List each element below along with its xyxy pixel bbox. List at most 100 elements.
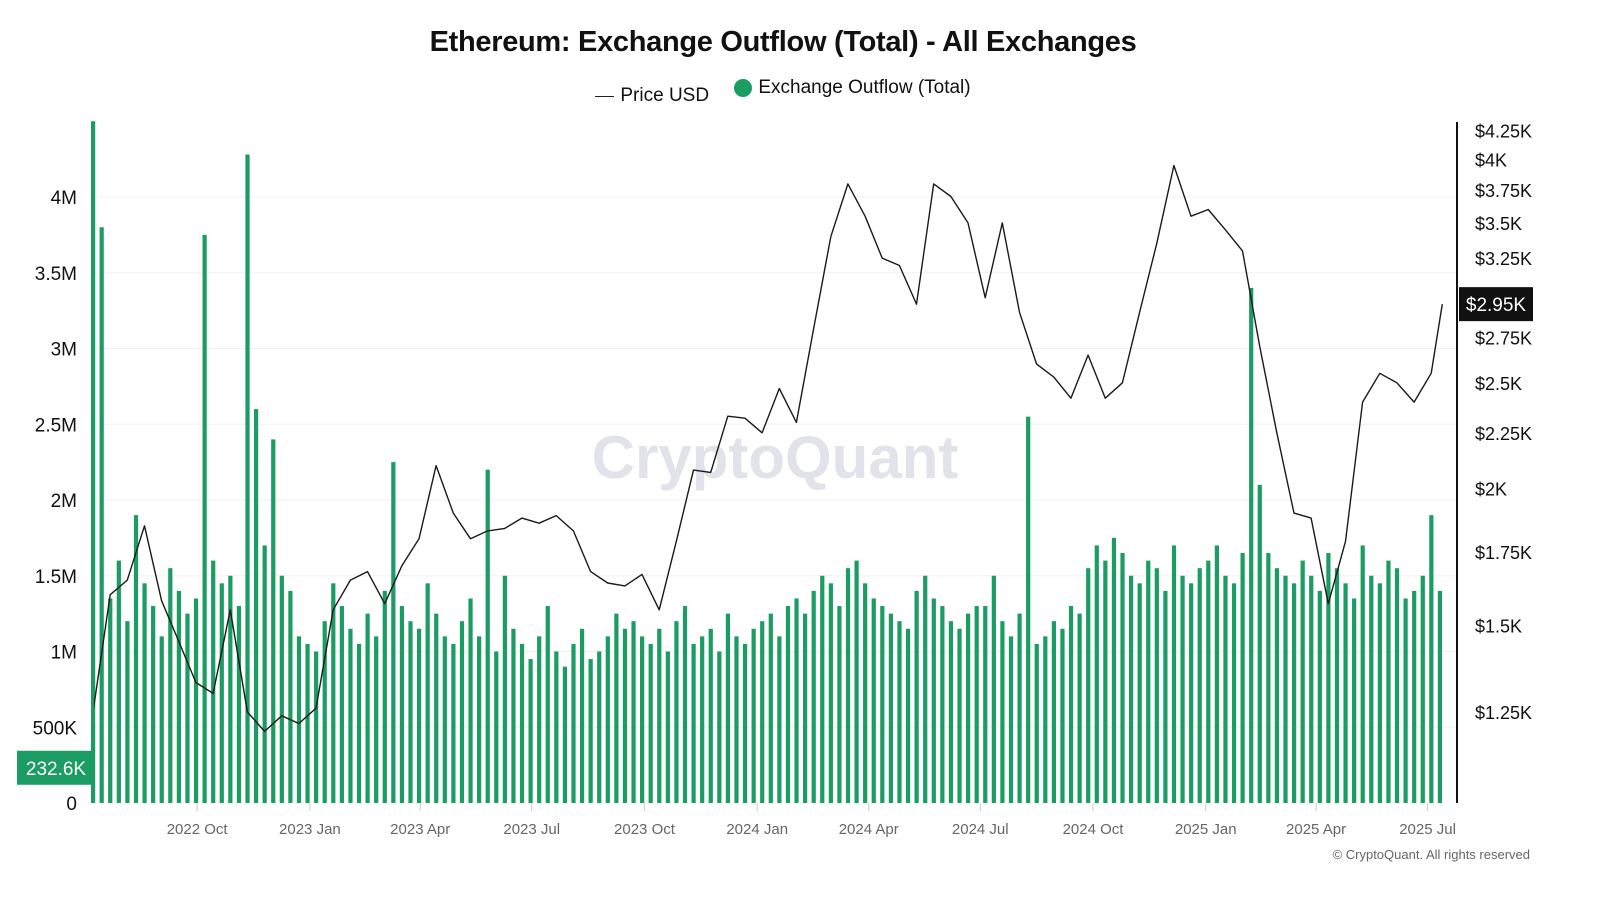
outflow-bar xyxy=(133,515,139,803)
outflow-bar xyxy=(674,621,679,803)
outflow-bar xyxy=(751,628,756,803)
outflow-bar xyxy=(399,606,405,803)
outflow-bar xyxy=(1343,583,1348,803)
outflow-bar xyxy=(571,643,576,803)
outflow-bar xyxy=(554,651,559,803)
outflow-bar xyxy=(1206,560,1211,803)
right-tick-label: $3.25K xyxy=(1475,249,1532,269)
x-tick-label: 2024 Apr xyxy=(839,821,899,838)
outflow-bar xyxy=(1240,553,1245,803)
x-tick-label: 2025 Jul xyxy=(1399,821,1456,838)
right-tick-label: $2K xyxy=(1475,480,1507,500)
legend-item-outflow[interactable]: Exchange Outflow (Total) xyxy=(734,77,971,99)
outflow-bar xyxy=(1180,575,1185,803)
legend-label-outflow: Exchange Outflow (Total) xyxy=(758,77,971,98)
outflow-bar xyxy=(1214,545,1219,803)
outflow-bar xyxy=(923,575,928,803)
outflow-bar xyxy=(1068,606,1074,803)
outflow-bar xyxy=(236,606,242,803)
legend-label-price: Price USD xyxy=(620,85,710,107)
left-tick-label: 2.5M xyxy=(35,415,77,436)
outflow-bar xyxy=(451,643,456,803)
outflow-bar xyxy=(1154,568,1159,803)
outflow-bar xyxy=(1394,568,1400,803)
outflow-bar xyxy=(1111,537,1117,803)
outflow-bar xyxy=(193,598,199,803)
outflow-bar xyxy=(279,575,284,803)
outflow-bar xyxy=(1008,636,1014,803)
outflow-bar xyxy=(485,469,490,803)
right-tick-label: $1.25K xyxy=(1475,703,1532,723)
x-tick-label: 2023 Jul xyxy=(503,821,560,838)
left-tick-label: 500K xyxy=(33,718,78,739)
outflow-bar xyxy=(365,613,370,803)
outflow-bar xyxy=(219,583,224,803)
right-tick-label: $3.5K xyxy=(1475,214,1522,234)
outflow-bar xyxy=(897,621,902,803)
outflow-bar xyxy=(1291,583,1297,803)
outflow-bar xyxy=(760,621,765,803)
outflow-bar xyxy=(1034,643,1039,803)
current-outflow-badge xyxy=(17,750,92,785)
outflow-bar xyxy=(374,636,379,803)
outflow-bar xyxy=(820,575,825,803)
x-tick-label: 2023 Jan xyxy=(279,821,341,838)
outflow-bar xyxy=(1257,484,1262,803)
outflow-bar xyxy=(1086,568,1091,803)
outflow-bar xyxy=(1077,613,1082,803)
right-tick-label: $1.5K xyxy=(1475,616,1522,636)
x-tick-label: 2023 Oct xyxy=(614,821,676,838)
outflow-bar xyxy=(631,621,636,803)
x-tick-label: 2025 Jan xyxy=(1175,821,1237,838)
left-tick-label: 4M xyxy=(51,188,77,209)
right-tick-label: $2.25K xyxy=(1475,424,1532,444)
outflow-bar xyxy=(768,613,773,803)
outflow-bar xyxy=(940,606,945,803)
outflow-bar xyxy=(785,606,791,803)
outflow-bar xyxy=(845,568,851,803)
outflow-bar xyxy=(425,583,430,803)
outflow-bar xyxy=(682,606,688,803)
outflow-bar xyxy=(1026,416,1031,803)
outflow-bar xyxy=(914,590,919,803)
outflow-bar xyxy=(1326,553,1331,803)
outflow-bar xyxy=(1369,575,1374,803)
outflow-bar xyxy=(1171,545,1177,803)
outflow-bar xyxy=(974,606,979,803)
outflow-bar xyxy=(305,643,310,803)
outflow-bar xyxy=(880,606,885,803)
outflow-bar xyxy=(579,628,585,803)
outflow-bar xyxy=(1266,553,1271,803)
right-tick-label: $3.75K xyxy=(1475,181,1532,201)
outflow-bar xyxy=(391,462,396,803)
outflow-bar xyxy=(468,598,473,803)
outflow-bar xyxy=(142,583,147,803)
outflow-bar xyxy=(348,628,353,803)
legend-item-price[interactable]: Price USD xyxy=(595,85,709,107)
outflow-bar xyxy=(528,659,533,803)
outflow-bar xyxy=(168,568,173,803)
outflow-bar xyxy=(185,613,190,803)
outflow-bar xyxy=(494,651,499,803)
outflow-bar xyxy=(691,643,696,803)
outflow-bar xyxy=(640,636,645,803)
outflow-bar xyxy=(1043,636,1048,803)
outflow-bar xyxy=(1334,568,1340,803)
outflow-bar xyxy=(605,636,610,803)
outflow-bar xyxy=(1051,621,1056,803)
outflow-bar xyxy=(228,575,233,803)
outflow-bar xyxy=(1103,560,1108,803)
outflow-bar xyxy=(545,606,550,803)
outflow-bar xyxy=(863,583,868,803)
right-tick-label: $2.75K xyxy=(1475,328,1532,348)
outflow-bar xyxy=(519,643,525,803)
current-outflow-label: 232.6K xyxy=(26,759,87,780)
right-tick-label: $4K xyxy=(1475,151,1507,171)
outflow-bar xyxy=(905,628,911,803)
outflow-bar xyxy=(1309,575,1314,803)
outflow-bar xyxy=(245,154,250,803)
outflow-bar xyxy=(803,613,808,803)
outflow-bar xyxy=(665,651,670,803)
outflow-bar xyxy=(648,643,653,803)
